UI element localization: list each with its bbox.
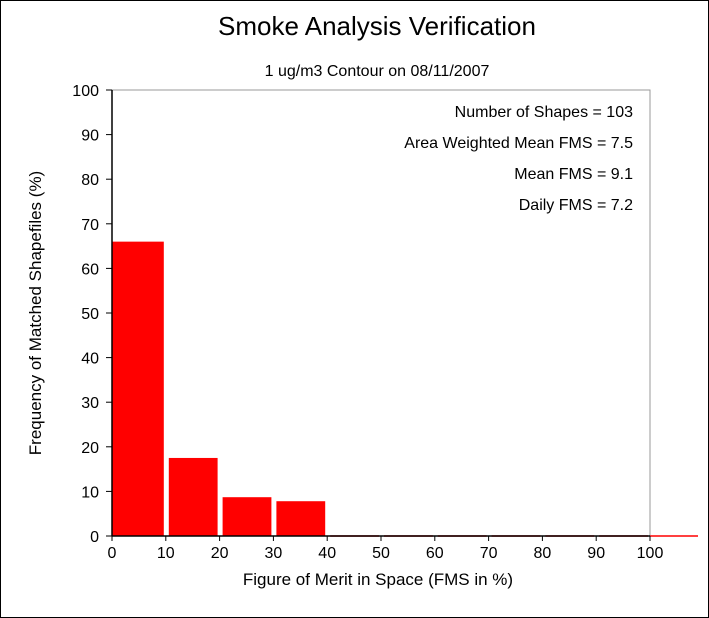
histogram-bar [222,497,272,536]
y-tick-label: 10 [81,484,99,501]
stat-annotation: Daily FMS = 7.2 [519,197,633,214]
y-tick-label: 80 [81,172,99,189]
x-axis-ticks: 0 10 20 30 40 50 60 70 80 90 100 [108,536,664,562]
y-tick-label: 0 [90,529,99,546]
x-tick-label: 50 [372,545,390,562]
x-tick-label: 70 [480,545,498,562]
y-tick-label: 70 [81,217,99,234]
x-tick-label: 90 [587,545,605,562]
y-axis-ticks: 0 10 20 30 40 50 60 70 80 90 100 [72,83,112,546]
y-tick-label: 40 [81,351,99,368]
chart-title: Smoke Analysis Verification [218,11,536,41]
stats-annotations: Number of Shapes = 103 Area Weighted Mean… [404,104,633,214]
x-tick-label: 0 [108,545,117,562]
x-tick-label: 100 [637,545,664,562]
x-tick-label: 30 [265,545,283,562]
y-tick-label: 20 [81,440,99,457]
x-tick-label: 60 [426,545,444,562]
y-tick-label: 90 [81,128,99,145]
x-tick-label: 80 [534,545,552,562]
chart-subtitle: 1 ug/m3 Contour on 08/11/2007 [265,63,490,80]
stat-annotation: Mean FMS = 9.1 [514,166,633,183]
x-axis-label: Figure of Merit in Space (FMS in %) [243,570,513,589]
histogram-bar [276,501,326,536]
y-tick-label: 100 [72,83,99,100]
histogram-bar [168,457,218,536]
histogram-bar [112,241,164,536]
y-axis-label: Frequency of Matched Shapefiles (%) [26,171,45,455]
x-tick-label: 40 [318,545,336,562]
stat-annotation: Number of Shapes = 103 [455,104,633,121]
y-tick-label: 60 [81,261,99,278]
x-tick-label: 20 [211,545,229,562]
y-tick-label: 50 [81,306,99,323]
x-tick-label: 10 [157,545,175,562]
y-tick-label: 30 [81,395,99,412]
stat-annotation: Area Weighted Mean FMS = 7.5 [404,135,633,152]
